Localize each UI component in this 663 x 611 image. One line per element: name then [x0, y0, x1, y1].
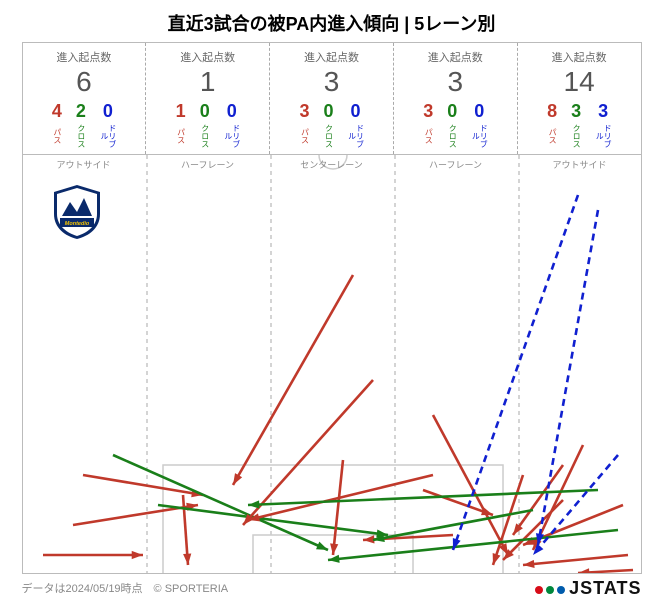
stat-total: 1 [146, 67, 269, 98]
stat-breakdown: 4 パス 2 クロス 0 ドリブル [23, 102, 146, 150]
jleague-mark-icon [535, 586, 565, 594]
pitch-svg [22, 154, 642, 574]
pitch-container: アウトサイド ハーフレーン センターレーン ハーフレーン アウトサイド Mont… [22, 154, 642, 574]
lane-stat-2: 進入起点数 3 3パス 0クロス 0ドリブル [270, 43, 394, 154]
chart-title: 直近3試合の被PA内進入傾向 | 5レーン別 [0, 0, 663, 42]
lane-stats-row: 進入起点数 6 4 パス 2 クロス 0 ドリブル 進入起点数 1 1パス 0クロス … [22, 42, 642, 154]
cross-label: クロス [77, 122, 85, 150]
lane-stat-1: 進入起点数 1 1パス 0クロス 0ドリブル [146, 43, 270, 154]
lane-stat-4: 進入起点数 14 8パス 3クロス 3ドリブル [518, 43, 641, 154]
lane-name-2: センターレーン [270, 158, 394, 171]
pass-label: パス [53, 122, 61, 150]
brand-logo: JSTATS [531, 578, 641, 599]
pass-count: 4 [52, 102, 62, 120]
dribble-label: ドリブル [100, 122, 116, 150]
lane-name-3: ハーフレーン [394, 158, 518, 171]
footer-text: データは2024/05/19時点 © SPORTERIA [22, 580, 229, 596]
team-badge-icon: Montedio [52, 184, 102, 240]
stat-label: 進入起点数 [146, 49, 269, 65]
lane-name-0: アウトサイド [22, 158, 146, 171]
lane-name-4: アウトサイド [518, 158, 642, 171]
stat-label: 進入起点数 [23, 49, 146, 65]
svg-text:Montedio: Montedio [64, 221, 89, 227]
lane-name-1: ハーフレーン [146, 158, 270, 171]
stat-total: 6 [23, 67, 146, 98]
dribble-count: 0 [103, 102, 113, 120]
footer: データは2024/05/19時点 © SPORTERIA JSTATS [22, 574, 642, 599]
lane-stat-3: 進入起点数 3 3パス 0クロス 0ドリブル [394, 43, 518, 154]
lane-labels: アウトサイド ハーフレーン センターレーン ハーフレーン アウトサイド [22, 158, 642, 171]
lane-stat-0: 進入起点数 6 4 パス 2 クロス 0 ドリブル [23, 43, 147, 154]
cross-count: 2 [76, 102, 86, 120]
